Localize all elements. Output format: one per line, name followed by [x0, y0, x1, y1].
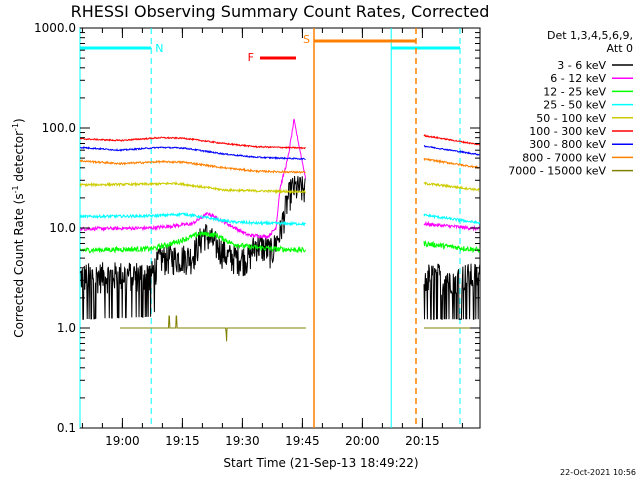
x-axis-label: Start Time (21-Sep-13 18:49:22): [223, 456, 418, 470]
legend-entry-label: 7000 - 15000 keV: [508, 165, 606, 178]
series-line: [79, 159, 306, 175]
legend-entry-label: 25 - 50 keV: [543, 99, 606, 112]
series-line: [79, 175, 306, 320]
saa-label: S: [303, 33, 310, 46]
y-axis-label-mid: detector: [12, 131, 26, 186]
series-line: [423, 157, 480, 169]
y-axis-label-sup1: -1: [11, 185, 20, 193]
y-tick-label: 0.1: [57, 421, 76, 435]
x-tick-label: 20:00: [345, 434, 380, 448]
timestamp-footer: 22-Oct-2021 10:56: [560, 468, 636, 477]
y-axis-label-suffix: ): [12, 118, 26, 123]
series-line: [79, 136, 306, 150]
y-axis-label-prefix: Corrected Count Rate (s: [12, 193, 26, 337]
legend-entry-label: 100 - 300 keV: [529, 125, 606, 138]
series-line: [423, 181, 480, 193]
flare-label: F: [248, 51, 254, 64]
series-line: [79, 231, 307, 254]
series-line: [423, 263, 481, 320]
x-tick-label: 20:15: [405, 434, 440, 448]
series-line: [79, 211, 306, 227]
series-layer: [79, 118, 481, 342]
legend-entry-label: 6 - 12 keV: [550, 72, 606, 85]
series-line: [79, 180, 307, 195]
series-line: [423, 220, 481, 232]
x-tick-label: 19:00: [105, 434, 140, 448]
series-line: [423, 213, 481, 225]
legend-header: Att 0: [607, 42, 633, 55]
legend-entry-label: 800 - 7000 keV: [522, 151, 606, 164]
series-line: [423, 239, 481, 254]
legend-entry-label: 3 - 6 keV: [557, 59, 606, 72]
legend-header: Det 1,3,4,5,6,9,: [547, 29, 633, 42]
x-tick-label: 19:30: [225, 434, 260, 448]
y-axis-label: Corrected Count Rate (s-1 detector-1): [11, 118, 26, 337]
y-tick-label: 100.0: [42, 121, 76, 135]
night-label: N: [155, 42, 163, 55]
y-tick-label: 10.0: [49, 221, 76, 235]
series-line: [79, 146, 306, 161]
legend-entry-label: 50 - 100 keV: [536, 112, 606, 125]
legend-entry-label: 12 - 25 keV: [543, 85, 606, 98]
x-tick-label: 19:45: [285, 434, 320, 448]
x-tick-label: 19:15: [165, 434, 200, 448]
series-line: [423, 134, 480, 146]
legend-entry-label: 300 - 800 keV: [529, 138, 606, 151]
chart-title: RHESSI Observing Summary Count Rates, Co…: [71, 2, 490, 21]
series-line: [79, 118, 307, 240]
axes-layer: 1000.0 100.0 10.0 1.0 0.1 19:00 19:15 19:30 19:4…: [34, 21, 480, 448]
y-axis-label-sup2: -1: [11, 123, 20, 131]
series-line: [120, 315, 306, 342]
y-tick-label: 1.0: [57, 321, 76, 335]
series-line: [423, 145, 480, 156]
y-tick-label: 1000.0: [34, 21, 76, 35]
